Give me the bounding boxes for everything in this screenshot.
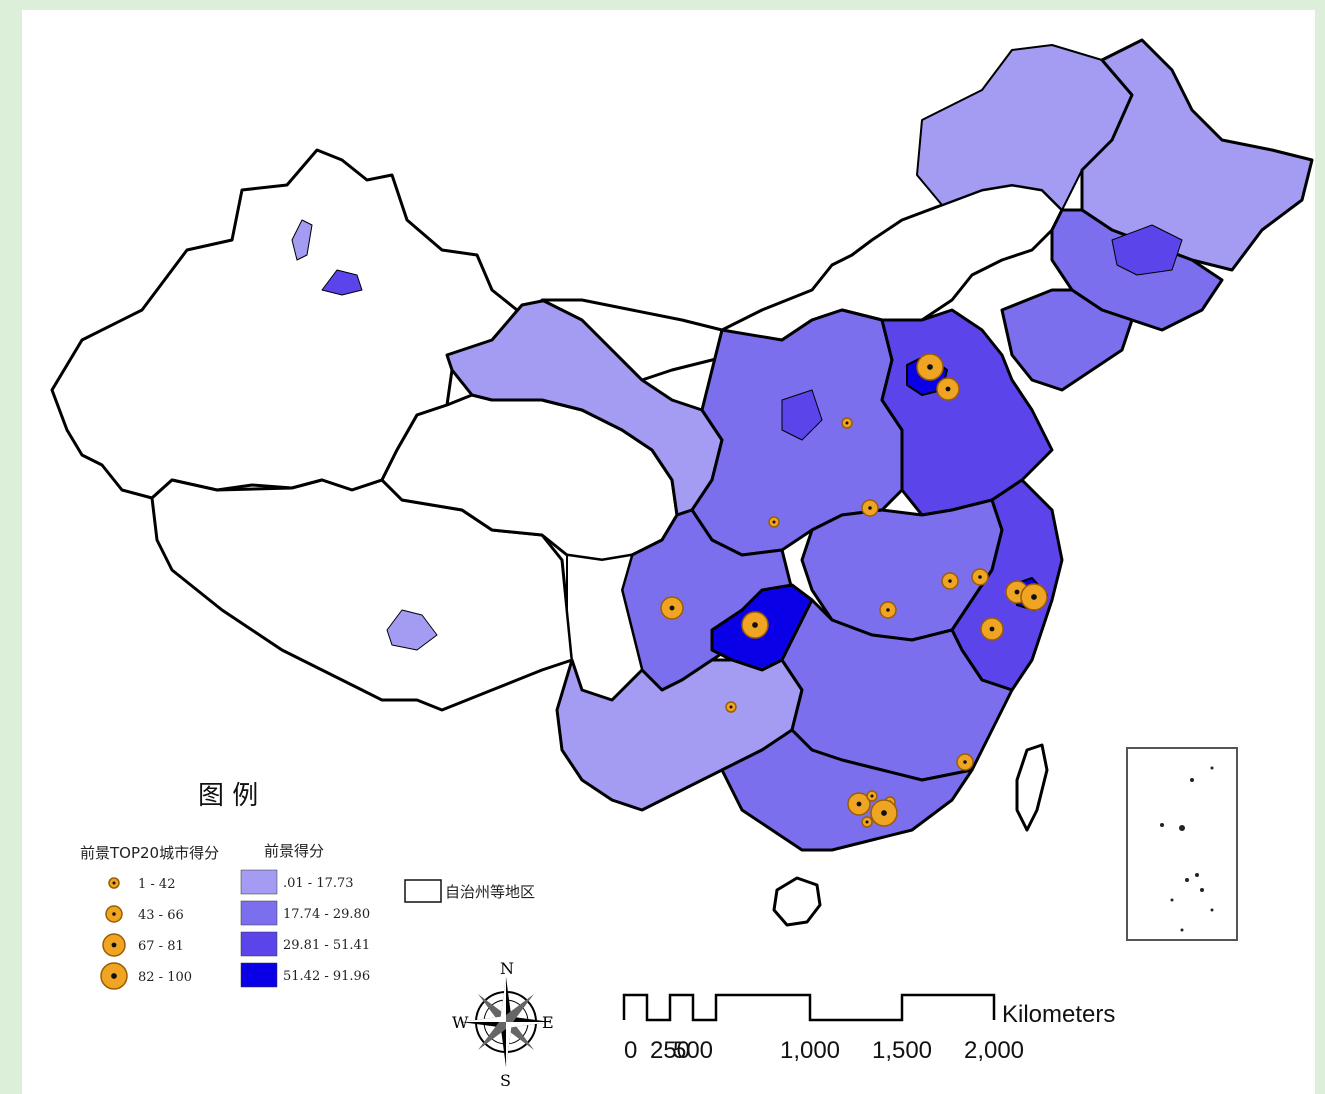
city-marker-huizhou — [866, 790, 878, 802]
region-pocket-2 — [321, 269, 363, 296]
scale-tick-label: 2,000 — [964, 1037, 1024, 1064]
city-marker-shenzhen — [870, 799, 898, 827]
region-pocket-3 — [386, 609, 438, 651]
scale-unit: Kilometers — [1002, 1001, 1115, 1028]
legend-class-1: .01 - 17.73 — [240, 869, 354, 895]
china-map: 图 例 前景TOP20城市得分 前景得分 1 - 42 43 - 66 67 - 8… — [50, 38, 1314, 1090]
legend-point-4: 82 - 100 — [100, 962, 192, 990]
region-pocket-1 — [291, 219, 313, 261]
region-heilongjiang — [1080, 38, 1314, 272]
legend-points-title: 前景TOP20城市得分 — [80, 844, 219, 862]
legend-autonomous-swatch — [404, 879, 442, 903]
compass-s: S — [500, 1071, 511, 1090]
region-tibet — [150, 478, 574, 712]
region-hainan — [772, 876, 822, 927]
region-pocket-6 — [1111, 224, 1183, 276]
city-marker-hefei — [941, 572, 959, 590]
scale-tick-label: 1,500 — [872, 1037, 932, 1064]
legend-point-1: 1 - 42 — [108, 877, 175, 892]
city-marker-xian — [768, 516, 780, 528]
legend-autonomous-label: 自治州等地区 — [445, 883, 535, 901]
compass-n: N — [500, 959, 514, 978]
legend-class-label: 51.42 - 91.96 — [283, 969, 370, 984]
south-china-sea-inset — [1126, 747, 1238, 941]
legend-class-2: 17.74 - 29.80 — [240, 900, 370, 926]
city-marker-beijing — [916, 353, 944, 381]
legend-class-label: 29.81 - 51.41 — [283, 938, 370, 953]
compass-w: W — [452, 1013, 469, 1032]
city-marker-guiyang — [725, 701, 737, 713]
compass-e: E — [542, 1013, 554, 1032]
compass-rose: N S E W — [452, 959, 554, 1090]
city-marker-shanghai — [1020, 583, 1048, 611]
scale-tick-label: 0 — [624, 1037, 637, 1064]
city-marker-foshan — [861, 816, 873, 828]
map-frame: 图 例 前景TOP20城市得分 前景得分 1 - 42 43 - 66 67 - 8… — [22, 10, 1315, 1094]
region-taiwan — [1015, 743, 1049, 832]
legend-class-4: 51.42 - 91.96 — [240, 962, 370, 988]
city-marker-xiamen — [956, 753, 974, 771]
city-marker-nanjing — [971, 568, 989, 586]
legend-point-label: 43 - 66 — [138, 908, 184, 923]
legend-class-3: 29.81 - 51.41 — [240, 931, 370, 957]
legend-point-label: 82 - 100 — [138, 970, 192, 985]
city-marker-chengdu — [660, 596, 684, 620]
scale-tick-label: 1,000 — [780, 1037, 840, 1064]
scale-tick-label: 500 — [673, 1037, 713, 1064]
legend-choropleth-title: 前景得分 — [264, 842, 324, 860]
legend-class-label: .01 - 17.73 — [283, 876, 354, 891]
legend-title: 图 例 — [198, 781, 258, 811]
legend-point-3: 67 - 81 — [102, 933, 184, 957]
city-marker-taiyuan — [841, 417, 853, 429]
city-marker-chongqing — [741, 611, 769, 639]
legend-point-label: 67 - 81 — [138, 939, 184, 954]
scale-tick-label: 250 — [650, 1037, 690, 1064]
city-markers — [660, 353, 1048, 828]
legend-class-label: 17.74 - 29.80 — [283, 907, 370, 922]
city-marker-zhengzhou — [861, 499, 879, 517]
city-marker-tianjin — [936, 377, 960, 401]
region-south-coast — [720, 728, 974, 852]
legend-point-label: 1 - 42 — [138, 877, 175, 892]
region-liaoning — [1000, 288, 1134, 392]
city-marker-guangzhou — [847, 792, 871, 816]
legend-point-2: 43 - 66 — [105, 905, 184, 923]
city-marker-hangzhou — [980, 617, 1004, 641]
map-legend: 图 例 前景TOP20城市得分 前景得分 1 - 42 43 - 66 67 - 8… — [80, 781, 535, 990]
city-marker-wuhan — [879, 601, 897, 619]
region-pocket-7 — [781, 389, 823, 441]
